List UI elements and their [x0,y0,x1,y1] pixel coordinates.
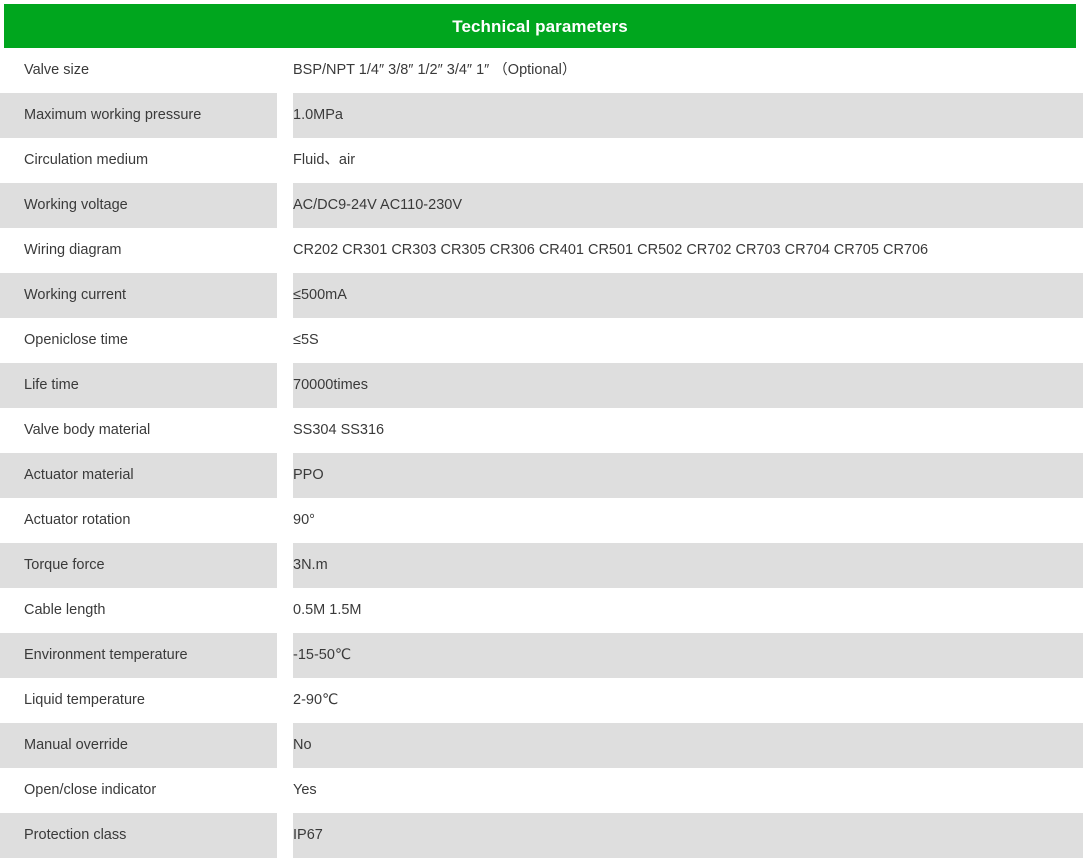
table-row: Torque force 3N.m [0,543,1083,588]
table-row: Working current ≤500mA [0,273,1083,318]
table-header-banner: Technical parameters [4,4,1076,48]
spec-label: Working current [24,286,127,303]
spec-value: 1.0MPa [293,106,343,123]
spec-label: Valve size [24,61,90,78]
spec-value: No [293,736,312,753]
spec-value: 90° [293,511,315,528]
table-row: Actuator material PPO [0,453,1083,498]
spec-value: BSP/NPT 1/4″ 3/8″ 1/2″ 3/4″ 1″ （Optional… [293,61,577,78]
spec-label: Liquid temperature [24,691,145,708]
spec-value: Fluid、air [293,151,356,168]
spec-label: Protection class [24,826,127,843]
spec-label: Torque force [24,556,105,573]
spec-label: Environment temperature [24,646,188,663]
table-row: Actuator rotation 90° [0,498,1083,543]
spec-label: Circulation medium [24,151,149,168]
column-divider [277,138,293,183]
table-row: Environment temperature -15-50℃ [0,633,1083,678]
spec-value: ≤5S [293,331,319,348]
column-divider [277,453,293,498]
spec-value: 3N.m [293,556,328,573]
column-divider [277,318,293,363]
spec-label: Actuator rotation [24,511,131,528]
column-divider [277,183,293,228]
table-row: Protection class IP67 [0,813,1083,858]
table-row: Circulation medium Fluid、air [0,138,1083,183]
table-row: Openiclose time ≤5S [0,318,1083,363]
column-divider [277,813,293,858]
spec-value: 70000times [293,376,368,393]
table-row: Working voltage AC/DC9-24V AC110-230V [0,183,1083,228]
spec-value: IP67 [293,826,323,843]
column-divider [277,408,293,453]
spec-label: Life time [24,376,79,393]
column-divider [277,768,293,813]
spec-label: Valve body material [24,421,151,438]
spec-label: Actuator material [24,466,134,483]
spec-value: Yes [293,781,317,798]
column-divider [277,498,293,543]
spec-row-list: Valve size BSP/NPT 1/4″ 3/8″ 1/2″ 3/4″ 1″… [0,48,1083,858]
table-row: Life time 70000times [0,363,1083,408]
column-divider [277,678,293,723]
table-row: Maximum working pressure 1.0MPa [0,93,1083,138]
column-divider [277,48,293,93]
column-divider [277,588,293,633]
table-row: Open/close indicator Yes [0,768,1083,813]
table-row: Valve body material SS304 SS316 [0,408,1083,453]
spec-label: Maximum working pressure [24,106,202,123]
spec-value: 2-90℃ [293,691,339,708]
table-row: Cable length 0.5M 1.5M [0,588,1083,633]
spec-label: Open/close indicator [24,781,157,798]
spec-value: PPO [293,466,324,483]
spec-label: Openiclose time [24,331,128,348]
spec-value: -15-50℃ [293,646,352,663]
spec-value: SS304 SS316 [293,421,385,438]
spec-value: AC/DC9-24V AC110-230V [293,196,462,213]
column-divider [277,363,293,408]
column-divider [277,543,293,588]
column-divider [277,723,293,768]
spec-value: CR202 CR301 CR303 CR305 CR306 CR401 CR50… [293,241,929,258]
page-title: Technical parameters [452,16,628,36]
spec-label: Cable length [24,601,106,618]
spec-label: Working voltage [24,196,128,213]
column-divider [277,633,293,678]
table-row: Manual override No [0,723,1083,768]
column-divider [277,93,293,138]
table-row: Valve size BSP/NPT 1/4″ 3/8″ 1/2″ 3/4″ 1″… [0,48,1083,93]
spec-value: ≤500mA [293,286,347,303]
table-row: Liquid temperature 2-90℃ [0,678,1083,723]
spec-label: Manual override [24,736,128,753]
spec-value: 0.5M 1.5M [293,601,362,618]
column-divider [277,273,293,318]
spec-label: Wiring diagram [24,241,122,258]
column-divider [277,228,293,273]
table-row: Wiring diagram CR202 CR301 CR303 CR305 CR… [0,228,1083,273]
